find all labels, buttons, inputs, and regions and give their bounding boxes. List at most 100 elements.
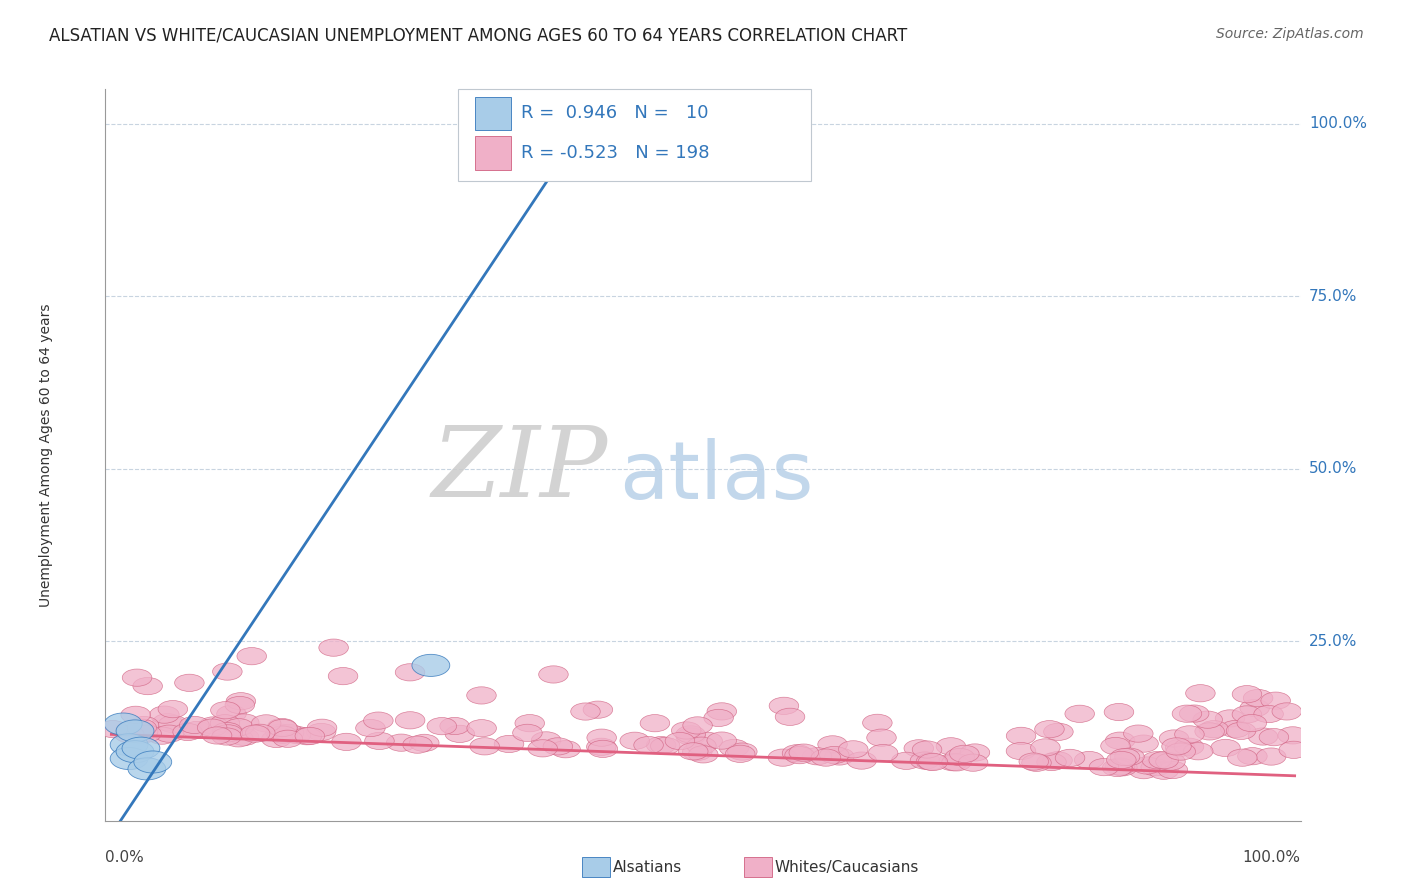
Ellipse shape — [98, 721, 128, 738]
Ellipse shape — [129, 716, 159, 734]
Ellipse shape — [274, 724, 304, 741]
Ellipse shape — [1007, 727, 1036, 745]
Ellipse shape — [1107, 751, 1136, 769]
Ellipse shape — [104, 713, 142, 735]
Ellipse shape — [212, 663, 242, 681]
Ellipse shape — [267, 726, 297, 743]
FancyBboxPatch shape — [475, 136, 510, 169]
Ellipse shape — [153, 714, 183, 731]
Ellipse shape — [647, 737, 676, 754]
Ellipse shape — [1031, 739, 1060, 756]
Ellipse shape — [1184, 743, 1213, 760]
Ellipse shape — [789, 744, 818, 761]
Ellipse shape — [1180, 705, 1209, 723]
Ellipse shape — [122, 669, 152, 686]
Text: 100.0%: 100.0% — [1243, 850, 1301, 865]
Ellipse shape — [960, 744, 990, 761]
Ellipse shape — [1108, 759, 1137, 776]
Text: 100.0%: 100.0% — [1309, 116, 1367, 131]
Ellipse shape — [155, 725, 184, 742]
Ellipse shape — [181, 722, 211, 739]
Ellipse shape — [588, 740, 617, 757]
Ellipse shape — [727, 743, 756, 760]
Ellipse shape — [117, 740, 155, 763]
Ellipse shape — [543, 134, 579, 155]
Ellipse shape — [174, 674, 204, 691]
Ellipse shape — [676, 728, 706, 745]
Ellipse shape — [1278, 727, 1308, 744]
Text: Alsatians: Alsatians — [613, 860, 682, 874]
Ellipse shape — [240, 725, 270, 742]
Ellipse shape — [1142, 752, 1171, 769]
Ellipse shape — [1173, 705, 1202, 723]
Ellipse shape — [267, 718, 297, 736]
Ellipse shape — [1243, 690, 1272, 706]
Ellipse shape — [229, 728, 259, 746]
Ellipse shape — [110, 747, 148, 770]
Ellipse shape — [267, 719, 298, 737]
Ellipse shape — [1249, 728, 1278, 745]
Ellipse shape — [364, 732, 394, 749]
Ellipse shape — [1043, 723, 1073, 740]
Ellipse shape — [938, 754, 967, 771]
Ellipse shape — [1215, 710, 1244, 727]
Ellipse shape — [571, 703, 600, 720]
Ellipse shape — [281, 726, 311, 743]
Text: ZIP: ZIP — [432, 422, 607, 517]
Ellipse shape — [266, 724, 295, 741]
Ellipse shape — [704, 709, 734, 727]
Ellipse shape — [121, 706, 150, 723]
Ellipse shape — [538, 665, 568, 683]
Ellipse shape — [945, 748, 974, 765]
Ellipse shape — [262, 731, 291, 747]
Ellipse shape — [531, 731, 561, 749]
Ellipse shape — [1174, 738, 1204, 756]
Ellipse shape — [551, 740, 581, 758]
Ellipse shape — [224, 719, 253, 736]
Ellipse shape — [173, 723, 202, 740]
Ellipse shape — [440, 717, 470, 735]
Ellipse shape — [689, 746, 718, 763]
Ellipse shape — [356, 720, 385, 737]
Ellipse shape — [1199, 721, 1229, 738]
Ellipse shape — [640, 714, 669, 731]
Ellipse shape — [1174, 726, 1204, 743]
Ellipse shape — [225, 697, 254, 714]
Ellipse shape — [1240, 699, 1270, 716]
Ellipse shape — [707, 732, 737, 749]
Ellipse shape — [115, 722, 145, 739]
Ellipse shape — [782, 745, 811, 762]
Ellipse shape — [1227, 749, 1257, 766]
Ellipse shape — [149, 706, 179, 723]
Ellipse shape — [1115, 748, 1144, 765]
Text: Source: ZipAtlas.com: Source: ZipAtlas.com — [1216, 27, 1364, 41]
Ellipse shape — [467, 720, 496, 737]
Ellipse shape — [1160, 730, 1189, 747]
Ellipse shape — [273, 731, 302, 747]
Ellipse shape — [583, 701, 613, 718]
Ellipse shape — [198, 717, 228, 734]
Ellipse shape — [1105, 758, 1135, 775]
Text: R =  0.946   N =   10: R = 0.946 N = 10 — [522, 104, 709, 122]
Text: ALSATIAN VS WHITE/CAUCASIAN UNEMPLOYMENT AMONG AGES 60 TO 64 YEARS CORRELATION C: ALSATIAN VS WHITE/CAUCASIAN UNEMPLOYMENT… — [49, 27, 907, 45]
Ellipse shape — [725, 745, 755, 763]
Ellipse shape — [811, 749, 841, 766]
Ellipse shape — [202, 727, 232, 744]
Ellipse shape — [1022, 754, 1052, 772]
Ellipse shape — [1166, 739, 1195, 756]
Ellipse shape — [683, 717, 713, 734]
Ellipse shape — [1260, 729, 1289, 746]
Ellipse shape — [1129, 762, 1159, 779]
Ellipse shape — [785, 747, 814, 764]
Ellipse shape — [803, 747, 832, 764]
Ellipse shape — [332, 733, 361, 750]
Ellipse shape — [125, 726, 155, 743]
Ellipse shape — [1019, 753, 1049, 770]
Ellipse shape — [1036, 754, 1066, 771]
Ellipse shape — [1254, 706, 1284, 723]
Ellipse shape — [1192, 711, 1222, 728]
FancyBboxPatch shape — [458, 89, 810, 180]
Ellipse shape — [1159, 762, 1188, 779]
Ellipse shape — [412, 655, 450, 676]
Ellipse shape — [427, 717, 457, 735]
